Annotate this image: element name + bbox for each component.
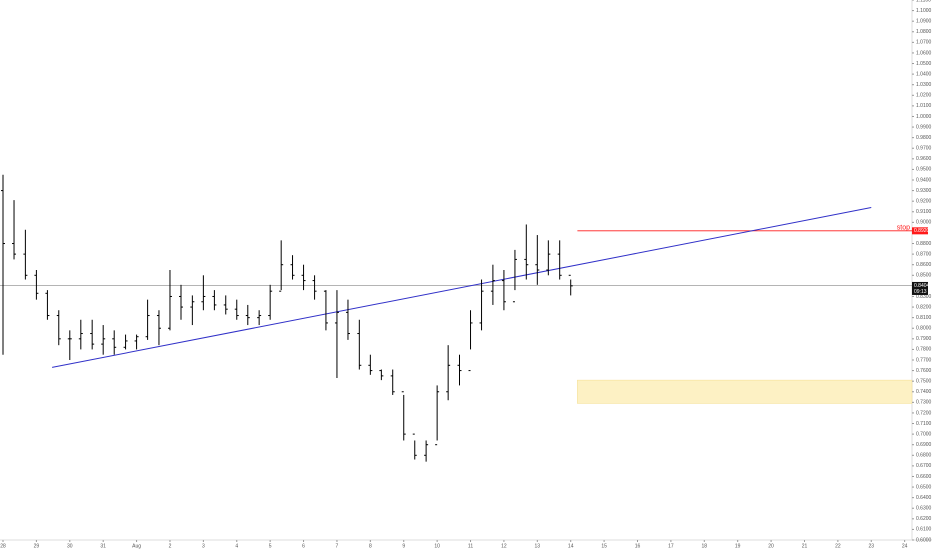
stop-price-label: 0.8920 (914, 228, 930, 234)
y-tick-label: 0.9100 (916, 209, 932, 215)
x-tick-label: 31 (100, 543, 106, 549)
y-tick-label: 1.0100 (916, 103, 932, 109)
y-tick-label: 0.6600 (916, 474, 932, 480)
y-tick-label: 0.9800 (916, 135, 932, 141)
y-tick-label: 0.7300 (916, 400, 932, 406)
y-tick-label: 0.7400 (916, 389, 932, 395)
x-tick-label: 4 (235, 543, 238, 549)
y-tick-label: 0.7100 (916, 421, 932, 427)
x-tick-label: 5 (269, 543, 272, 549)
x-tick-label: 30 (67, 543, 73, 549)
y-tick-label: 0.8500 (916, 273, 932, 279)
countdown-label: 09:13 (914, 289, 927, 295)
y-tick-label: 0.6400 (916, 495, 932, 501)
x-tick-label: 11 (468, 543, 473, 549)
x-tick-label: 18 (702, 543, 708, 549)
y-tick-label: 0.7900 (916, 336, 932, 342)
y-tick-label: 1.0800 (916, 29, 932, 35)
y-tick-label: 0.6500 (916, 484, 932, 490)
x-tick-label: 12 (501, 543, 507, 549)
x-tick-label: 13 (535, 543, 541, 549)
y-tick-label: 0.7200 (916, 410, 932, 416)
stop-label: stop (897, 225, 910, 232)
y-tick-label: 0.6900 (916, 442, 932, 448)
y-tick-label: 0.9600 (916, 156, 932, 162)
x-tick-label: 22 (835, 543, 841, 549)
y-tick-label: 0.8000 (916, 326, 932, 332)
y-tick-label: 0.8800 (916, 241, 932, 247)
x-tick-label: 23 (868, 543, 874, 549)
trendline (51, 207, 872, 368)
y-tick-label: 1.0200 (916, 93, 932, 99)
y-tick-label: 0.9700 (916, 146, 932, 152)
y-tick-label: 1.0900 (916, 19, 932, 25)
x-tick-label: 19 (735, 543, 741, 549)
x-tick-label: 3 (202, 543, 205, 549)
x-tick-label: 7 (336, 543, 339, 549)
x-tick-label: 24 (902, 543, 908, 549)
x-tick-label: 17 (668, 543, 674, 549)
x-tick-label: 10 (434, 543, 440, 549)
y-tick-label: 1.1000 (916, 8, 932, 14)
y-tick-label: 0.6700 (916, 463, 932, 469)
x-tick-label: 29 (34, 543, 40, 549)
y-tick-label: 0.9500 (916, 167, 932, 173)
y-tick-label: 0.9900 (916, 124, 932, 130)
x-tick-label: 8 (369, 543, 372, 549)
y-tick-label: 0.8600 (916, 262, 932, 268)
y-tick-label: 0.6200 (916, 516, 932, 522)
x-tick-label: 14 (568, 543, 574, 549)
x-tick-label: 6 (302, 543, 305, 549)
last-price-label: 0.8404 (914, 283, 930, 289)
y-tick-label: 1.0300 (916, 82, 932, 88)
x-tick-label: 9 (402, 543, 405, 549)
y-tick-label: 1.0500 (916, 61, 932, 67)
y-tick-label: 0.6300 (916, 506, 932, 512)
y-tick-label: 1.0700 (916, 40, 932, 46)
y-tick-label: 1.0000 (916, 114, 932, 120)
x-tick-label: 16 (635, 543, 641, 549)
x-tick-label: 2 (169, 543, 172, 549)
y-tick-label: 0.9300 (916, 188, 932, 194)
y-tick-label: 0.7800 (916, 347, 932, 353)
y-tick-label: 0.8100 (916, 315, 932, 321)
y-tick-label: 0.6800 (916, 453, 932, 459)
stop-price-box (912, 227, 928, 235)
y-tick-label: 0.6000 (916, 537, 932, 543)
y-tick-label: 1.0400 (916, 71, 932, 77)
y-tick-label: 0.7500 (916, 379, 932, 385)
y-tick-label: 0.7000 (916, 431, 932, 437)
x-tick-label: 21 (802, 543, 808, 549)
y-tick-label: 0.9400 (916, 177, 932, 183)
y-tick-label: 0.9000 (916, 220, 932, 226)
x-tick-label: 28 (0, 543, 6, 549)
y-tick-label: 0.8200 (916, 304, 932, 310)
y-tick-label: 0.7600 (916, 368, 932, 374)
y-tick-label: 0.8700 (916, 251, 932, 257)
y-tick-label: 0.9200 (916, 199, 932, 205)
last-price-box (912, 281, 928, 295)
zone (577, 379, 913, 404)
x-tick-label: 15 (601, 543, 607, 549)
y-tick-label: 0.8300 (916, 294, 932, 300)
y-tick-label: 1.1100 (916, 0, 931, 3)
y-tick-label: 0.7700 (916, 357, 932, 363)
y-tick-label: 0.6100 (916, 527, 932, 533)
y-tick-label: 1.0600 (916, 50, 932, 56)
x-tick-label: Aug (132, 543, 141, 549)
x-tick-label: 20 (768, 543, 774, 549)
